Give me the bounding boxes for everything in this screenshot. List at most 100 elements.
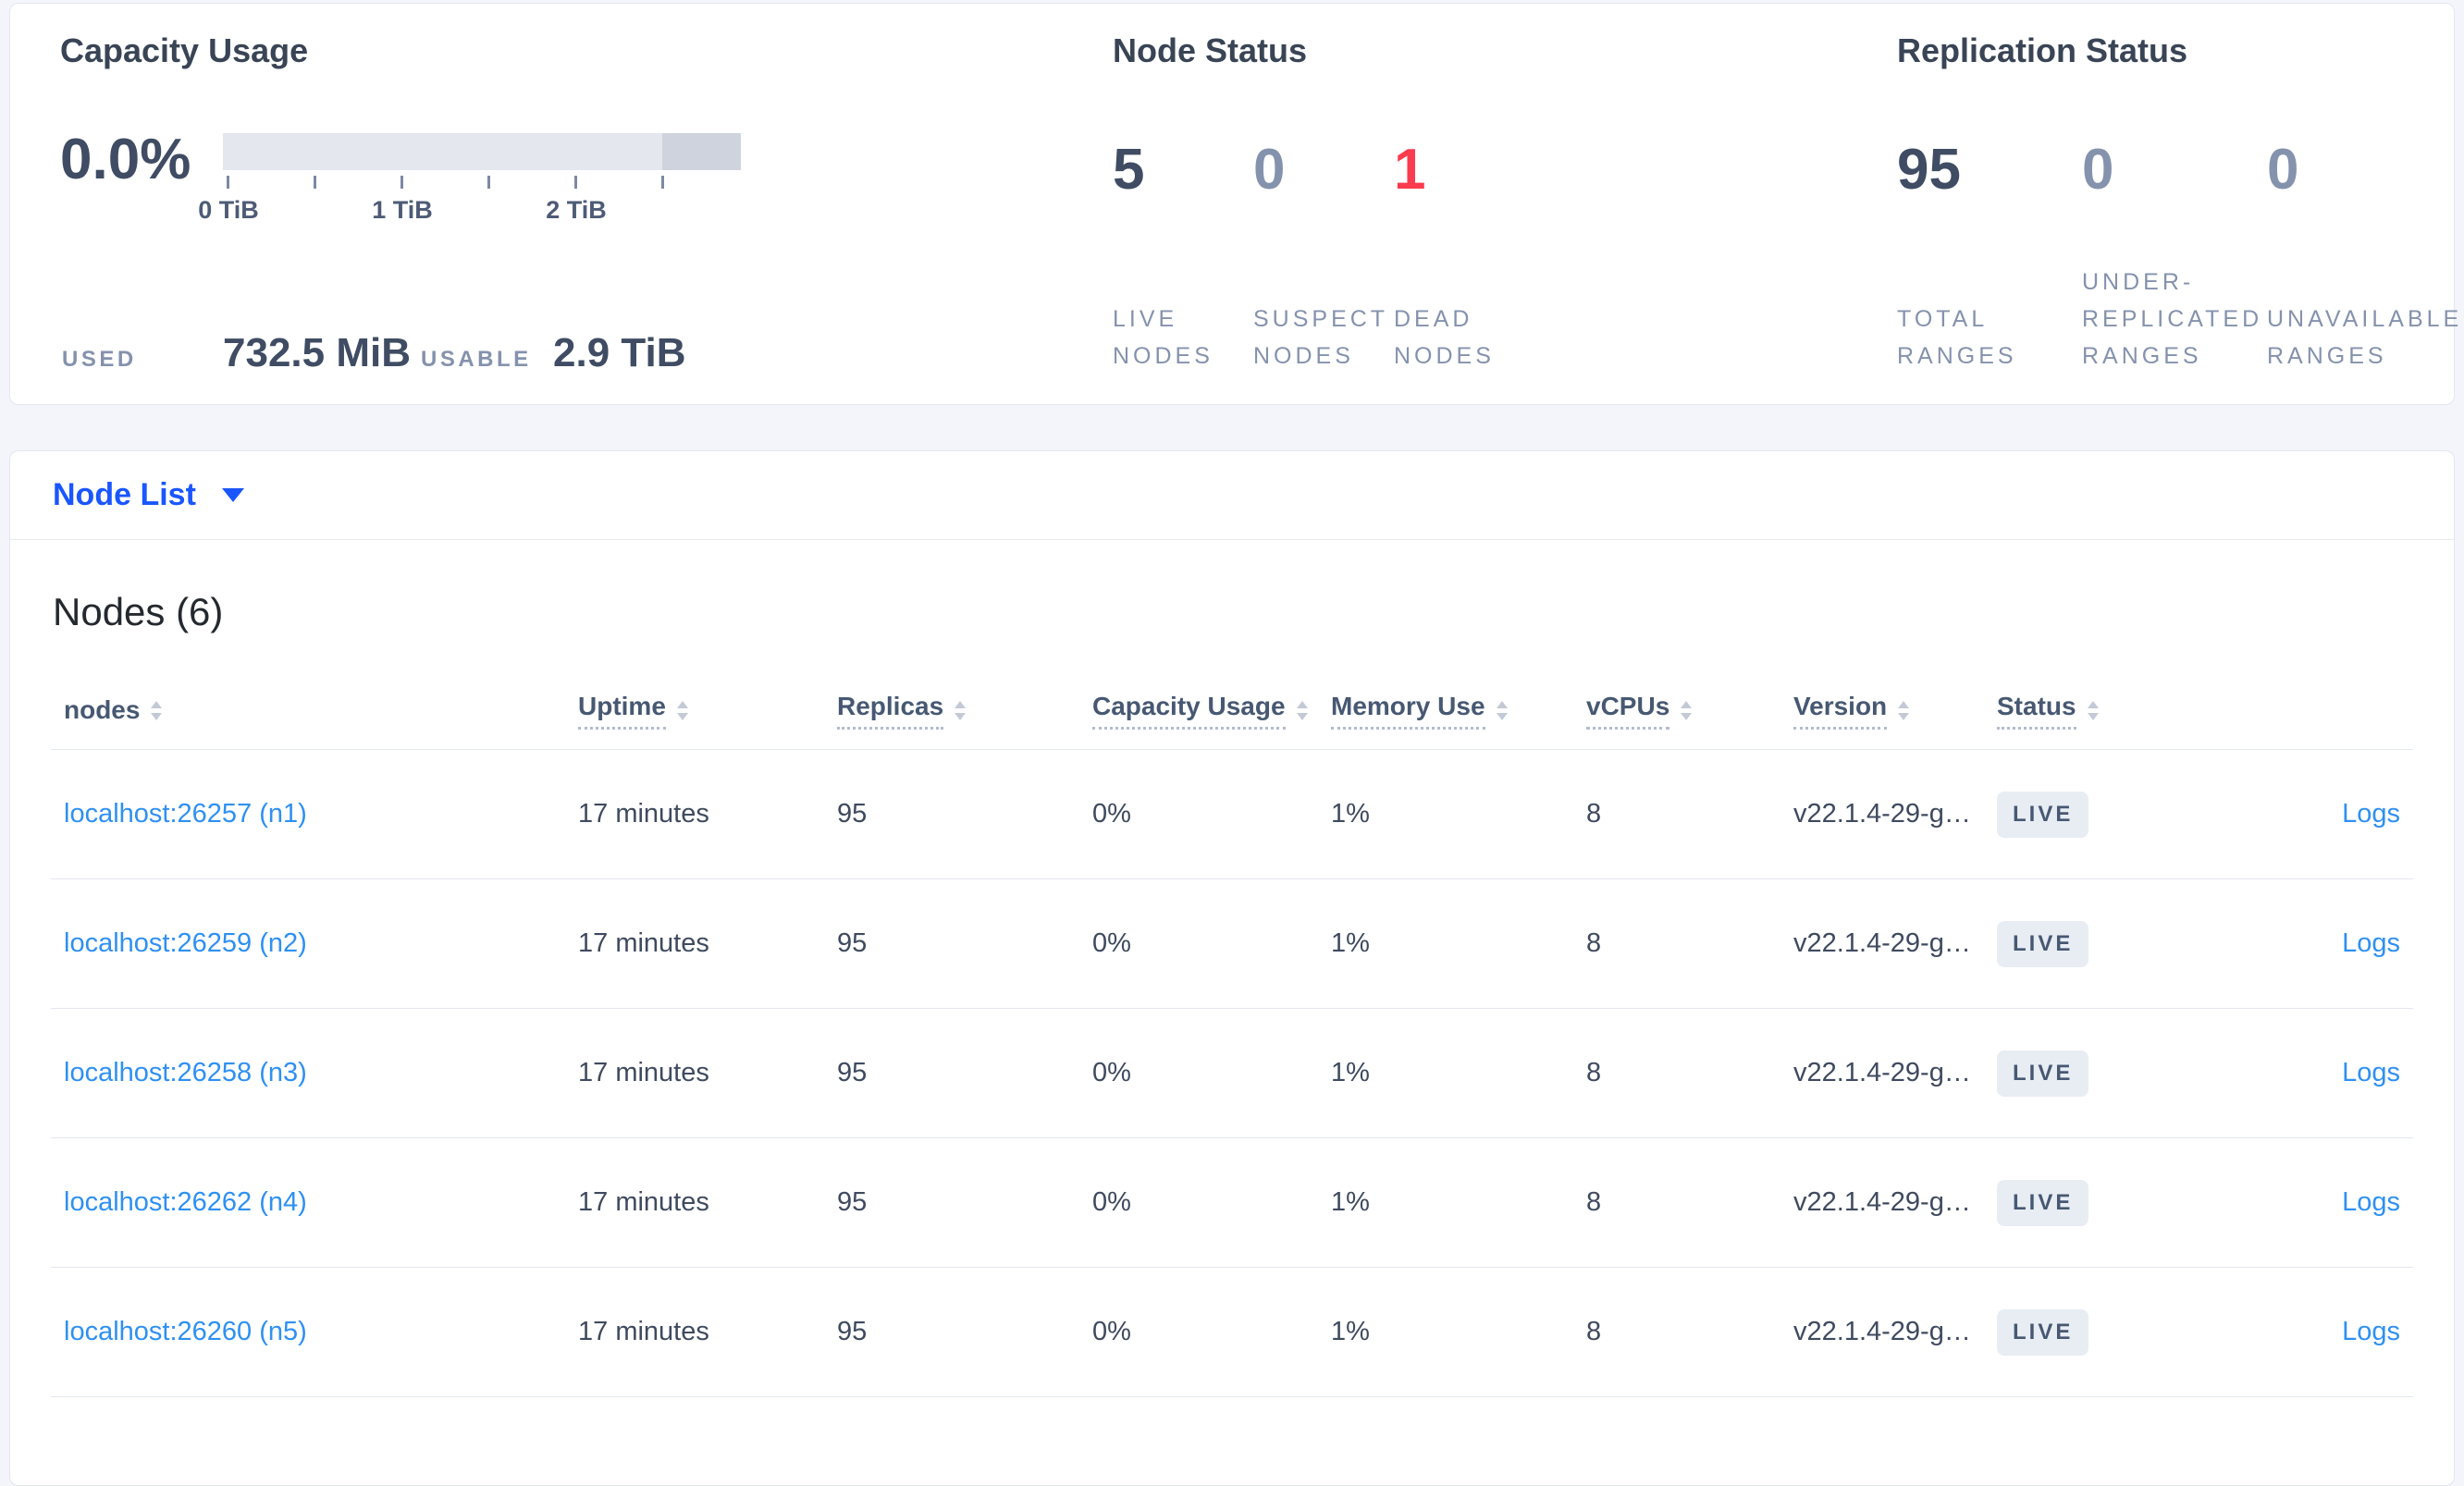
capacity-cell: 0% (1092, 799, 1131, 829)
memory-cell: 1% (1331, 1187, 1370, 1217)
version-cell: v22.1.4-29-g… (1793, 928, 1971, 958)
table-row: localhost:26259 (n2) 17 minutes 95 0% 1%… (51, 879, 2413, 1009)
replicas-cell: 95 (837, 799, 868, 829)
column-header-version[interactable]: Version (1780, 692, 1984, 730)
column-header-uptime[interactable]: Uptime (565, 692, 824, 730)
replicas-cell: 95 (837, 1317, 868, 1346)
node-link[interactable]: localhost:26260 (n5) (64, 1317, 307, 1346)
logs-link[interactable]: Logs (2342, 799, 2400, 829)
dead-nodes-count: 1 (1394, 138, 1426, 202)
table-row: localhost:26258 (n3) 17 minutes 95 0% 1%… (51, 1009, 2413, 1138)
sort-arrows-icon (1681, 700, 1693, 720)
status-badge: LIVE (1997, 791, 2089, 838)
memory-cell: 1% (1331, 928, 1370, 958)
sort-arrows-icon (1496, 700, 1508, 720)
capacity-gauge: 0.0% 0 TiB 1 TiB 2 TiB (60, 131, 741, 227)
capacity-usage-title: Capacity Usage (60, 31, 309, 69)
suspect-nodes-label: SUSPECT NODES (1253, 306, 1388, 369)
tick-mark (314, 176, 316, 189)
column-header-nodes[interactable]: nodes (51, 695, 565, 725)
uptime-cell: 17 minutes (578, 1187, 709, 1217)
node-link[interactable]: localhost:26262 (n4) (64, 1187, 307, 1217)
vcpus-cell: 8 (1586, 1058, 1602, 1087)
column-header-replicas[interactable]: Replicas (824, 692, 1079, 730)
column-header-vcpus[interactable]: vCPUs (1573, 692, 1780, 730)
replicas-cell: 95 (837, 1187, 868, 1217)
sort-arrows-icon (1296, 700, 1308, 720)
unavailable-ranges-count: 0 (2267, 138, 2299, 202)
node-status-section: Node Status 5 0 1 LIVE NODES SUSPECT NOD… (1113, 31, 1853, 376)
sort-arrows-icon (955, 700, 967, 720)
nodes-table-header: nodes Uptime Replicas (51, 671, 2413, 750)
uptime-cell: 17 minutes (578, 1058, 709, 1087)
status-badge: LIVE (1997, 1050, 2089, 1097)
vcpus-cell: 8 (1586, 1187, 1602, 1217)
tick-mark (574, 176, 577, 189)
capacity-bar-excess-segment (662, 133, 741, 170)
uptime-cell: 17 minutes (578, 799, 709, 829)
axis-label: 0 TiB (198, 196, 259, 224)
sort-arrows-icon (2087, 700, 2099, 720)
version-cell: v22.1.4-29-g… (1793, 1187, 1971, 1217)
node-list-panel: Node List Nodes (6) nodes Uptime Replica (9, 450, 2455, 1486)
chevron-down-icon (221, 488, 244, 502)
live-nodes-count: 5 (1113, 138, 1145, 202)
replication-labels: TOTAL RANGES UNDER-REPLICATED RANGES UNA… (1897, 264, 2464, 375)
logs-link[interactable]: Logs (2342, 1187, 2400, 1217)
nodes-table-title: Nodes (6) (53, 590, 224, 633)
capacity-cell: 0% (1092, 1058, 1131, 1087)
column-header-status[interactable]: Status (1984, 692, 2210, 730)
vcpus-cell: 8 (1586, 799, 1602, 829)
nodes-table: nodes Uptime Replicas (10, 671, 2454, 1397)
replicas-cell: 95 (837, 1058, 868, 1087)
capacity-axis-ticks (223, 174, 741, 189)
unavailable-ranges-label: UNAVAILABLE RANGES (2267, 306, 2463, 369)
replication-values: 95 0 0 (1897, 138, 2464, 202)
node-link[interactable]: localhost:26259 (n2) (64, 928, 307, 958)
axis-label: 1 TiB (372, 196, 433, 224)
vcpus-cell: 8 (1586, 928, 1602, 958)
logs-link[interactable]: Logs (2342, 1058, 2400, 1087)
capacity-bar-track (223, 133, 741, 170)
tick-mark (227, 176, 229, 189)
cluster-summary-panel: Capacity Usage 0.0% 0 TiB 1 TiB (9, 3, 2458, 405)
live-nodes-label: LIVE NODES (1113, 306, 1214, 369)
node-status-labels: LIVE NODES SUSPECT NODES DEAD NODES (1113, 301, 1634, 375)
node-link[interactable]: localhost:26257 (n1) (64, 799, 307, 829)
usable-value: 2.9 TiB (553, 330, 686, 375)
dead-nodes-label: DEAD NODES (1394, 306, 1495, 369)
uptime-cell: 17 minutes (578, 928, 709, 958)
under-replicated-ranges-label: UNDER-REPLICATED RANGES (2082, 269, 2263, 369)
replication-status-title: Replication Status (1897, 31, 2188, 69)
sort-arrows-icon (1898, 700, 1910, 720)
view-selector-dropdown[interactable]: Node List (10, 451, 2454, 540)
logs-link[interactable]: Logs (2342, 1317, 2400, 1346)
capacity-stats: USED 732.5 MiB USABLE 2.9 TiB (62, 330, 685, 376)
used-label: USED (62, 347, 137, 372)
node-link[interactable]: localhost:26258 (n3) (64, 1058, 307, 1087)
status-badge: LIVE (1997, 1179, 2089, 1226)
table-row: localhost:26260 (n5) 17 minutes 95 0% 1%… (51, 1268, 2413, 1397)
capacity-usage-section: Capacity Usage 0.0% 0 TiB 1 TiB (60, 31, 1041, 376)
under-replicated-ranges-count: 0 (2082, 138, 2114, 202)
memory-cell: 1% (1331, 799, 1370, 829)
capacity-bar-chart: 0 TiB 1 TiB 2 TiB (198, 131, 741, 227)
column-header-memory-use[interactable]: Memory Use (1318, 692, 1573, 730)
capacity-axis-labels: 0 TiB 1 TiB 2 TiB (198, 196, 741, 227)
capacity-cell: 0% (1092, 928, 1131, 958)
logs-link[interactable]: Logs (2342, 928, 2400, 958)
usable-label: USABLE (421, 347, 532, 372)
total-ranges-count: 95 (1897, 138, 1961, 202)
sort-arrows-icon (151, 700, 163, 720)
suspect-nodes-count: 0 (1253, 138, 1286, 202)
sort-arrows-icon (676, 700, 688, 720)
status-badge: LIVE (1997, 920, 2089, 967)
memory-cell: 1% (1331, 1317, 1370, 1346)
node-status-values: 5 0 1 (1113, 138, 1634, 202)
column-header-capacity-usage[interactable]: Capacity Usage (1079, 692, 1318, 730)
uptime-cell: 17 minutes (578, 1317, 709, 1346)
memory-cell: 1% (1331, 1058, 1370, 1087)
replicas-cell: 95 (837, 928, 868, 958)
version-cell: v22.1.4-29-g… (1793, 799, 1971, 829)
version-cell: v22.1.4-29-g… (1793, 1317, 1971, 1346)
